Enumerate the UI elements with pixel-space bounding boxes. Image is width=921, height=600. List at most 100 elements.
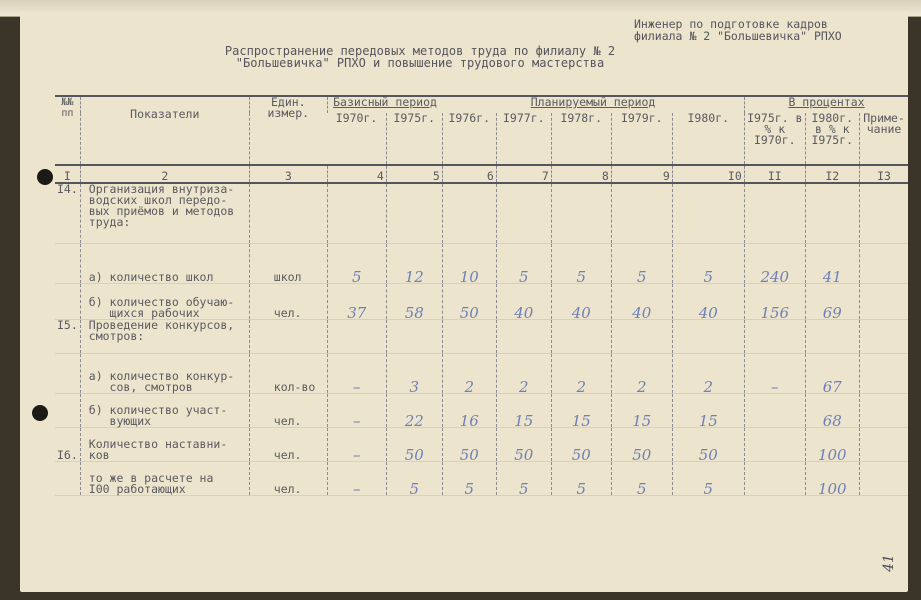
value-cell: 50	[610, 427, 673, 462]
header-base-period: Базисный период	[326, 96, 443, 113]
value-cell: 58	[385, 283, 443, 320]
value-cell: 3	[385, 353, 443, 394]
row-number	[55, 393, 81, 428]
row-unit: чел.	[248, 283, 328, 320]
value-cell: 50	[441, 283, 497, 320]
value-cell	[495, 183, 552, 244]
column-number: 8	[550, 165, 612, 183]
value-cell: 15	[495, 393, 552, 428]
row-number	[55, 461, 81, 496]
note-cell	[858, 461, 909, 496]
value-cell	[550, 319, 612, 354]
value-cell: 16	[441, 393, 497, 428]
column-number: I0	[671, 165, 745, 183]
value-cell: 15	[671, 393, 745, 428]
table-row: б) количество обучаю- щихся рабочих чел. 3…	[55, 283, 909, 320]
row-label: Количество наставни- ков	[79, 427, 250, 462]
column-number: 7	[495, 165, 552, 183]
value-cell: 5	[610, 243, 673, 284]
value-cell	[610, 183, 673, 244]
value-cell: 40	[610, 283, 673, 320]
value-cell	[804, 319, 860, 354]
header-percent-1975-1970: I975г. в % к I970г.	[743, 112, 806, 165]
row-unit: кол-во	[248, 353, 328, 394]
value-cell: 5	[495, 243, 552, 284]
value-cell: 68	[804, 393, 860, 428]
value-cell: 2	[671, 353, 745, 394]
table-row: I6. Количество наставни- ков чел. –50 50 50 50…	[55, 427, 909, 462]
value-cell: 50	[441, 427, 497, 462]
row-unit	[248, 183, 328, 244]
value-cell	[804, 183, 860, 244]
value-cell	[326, 319, 387, 354]
row-label: а) количество конкур- сов, смотров	[79, 353, 250, 394]
value-cell: 5	[326, 243, 387, 284]
value-cell: 50	[495, 427, 552, 462]
value-cell: 5	[610, 461, 673, 496]
value-cell	[610, 319, 673, 354]
table-row: а) количество конкур- сов, смотров кол-во…	[55, 353, 909, 394]
value-cell	[671, 183, 745, 244]
page-number: 41	[880, 554, 897, 572]
value-cell	[743, 183, 806, 244]
row-number	[55, 353, 81, 394]
column-number: 4	[326, 165, 387, 183]
header-indicators: Показатели	[79, 96, 250, 165]
value-cell: 5	[550, 461, 612, 496]
value-cell: 5	[550, 243, 612, 284]
row-unit: школ	[248, 243, 328, 284]
row-number: I4.	[55, 183, 81, 244]
value-cell	[550, 183, 612, 244]
header-1978: I978г.	[550, 112, 612, 165]
row-unit	[248, 319, 328, 354]
column-number: 2	[79, 165, 250, 183]
value-cell: 100	[804, 461, 860, 496]
note-cell	[858, 427, 909, 462]
value-cell: 22	[385, 393, 443, 428]
row-label: б) количество обучаю- щихся рабочих	[79, 283, 250, 320]
header-num: №№ пп	[61, 97, 74, 119]
value-cell: 50	[671, 427, 745, 462]
row-label: Проведение конкурсов, смотров:	[79, 319, 250, 354]
value-cell: 2	[610, 353, 673, 394]
row-unit: чел.	[248, 427, 328, 462]
value-cell: 10	[441, 243, 497, 284]
column-number: 6	[441, 165, 497, 183]
column-number: 3	[248, 165, 328, 183]
value-cell: 69	[804, 283, 860, 320]
row-unit: чел.	[248, 393, 328, 428]
value-cell: –	[326, 427, 387, 462]
value-cell	[495, 319, 552, 354]
column-number: 5	[385, 165, 443, 183]
header-unit: Един. измер.	[248, 96, 328, 165]
row-number: I5.	[55, 319, 81, 354]
value-cell: 156	[743, 283, 806, 320]
value-cell: 50	[385, 427, 443, 462]
value-cell: 15	[610, 393, 673, 428]
note-cell	[858, 283, 909, 320]
note-cell	[858, 393, 909, 428]
value-cell: –	[326, 461, 387, 496]
row-number	[55, 283, 81, 320]
column-number: 9	[610, 165, 673, 183]
row-label: то же в расчете на I00 работающих	[79, 461, 250, 496]
header-percent: В процентах	[743, 96, 909, 113]
header-1970: I970г.	[335, 111, 378, 125]
value-cell	[671, 319, 745, 354]
table-row: то же в расчете на I00 работающих чел. –5 5…	[55, 461, 909, 496]
note-cell	[858, 319, 909, 354]
value-cell: 40	[550, 283, 612, 320]
value-cell	[385, 319, 443, 354]
note-cell	[858, 353, 909, 394]
value-cell	[743, 427, 806, 462]
stamp-text: Инженер по подготовке кадров филиала № 2…	[634, 17, 842, 43]
row-unit: чел.	[248, 461, 328, 496]
value-cell: 2	[550, 353, 612, 394]
table-row: б) количество участ- вующих чел. –22 16 15 15…	[55, 393, 909, 428]
value-cell: 5	[671, 461, 745, 496]
table-row: I4. Организация внутриза- водских школ пе…	[55, 183, 909, 244]
row-number: I6.	[55, 427, 81, 462]
value-cell	[743, 393, 806, 428]
header-note: Приме-чание	[858, 112, 909, 165]
value-cell: 5	[671, 243, 745, 284]
